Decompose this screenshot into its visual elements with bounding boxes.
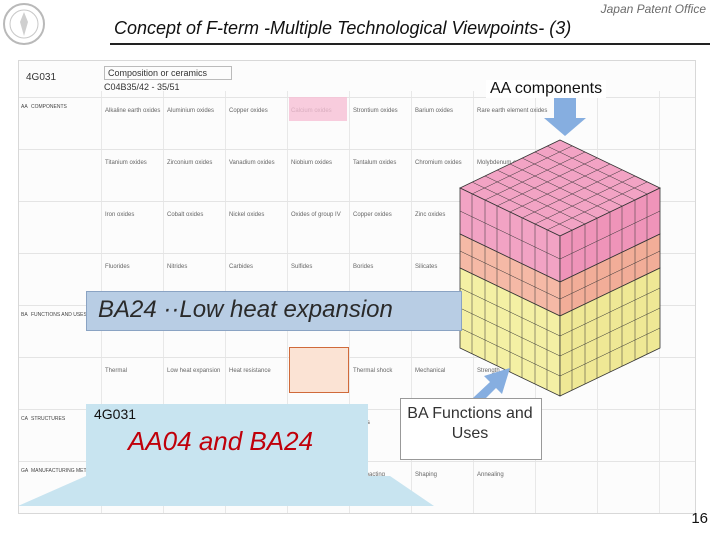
sheet-theme-code: 4G031: [26, 72, 57, 83]
aa04-ba24-label: AA04 and BA24: [128, 426, 314, 456]
sheet-cell: Copper oxides: [229, 108, 268, 114]
sheet-cell: Oxides of group IV: [291, 212, 341, 218]
sheet-cell: Zinc oxides: [415, 212, 446, 218]
sheet-cell: Strontium oxides: [353, 108, 398, 114]
sheet-row-label: FUNCTIONS AND USES: [31, 312, 87, 318]
sheet-cell: Strength: [477, 368, 500, 374]
f-term-cube-diagram: [459, 96, 661, 397]
sheet-cell: Carbides: [229, 264, 254, 270]
jpo-seal-icon: [3, 3, 45, 45]
sheet-row-code: BA: [21, 312, 28, 318]
sheet-row: Titanium oxides Zirconium oxides Vanadium …: [19, 149, 695, 202]
sheet-cell: Tantalum oxides: [353, 160, 397, 166]
sheet-cell: Sulfides: [291, 264, 313, 270]
sheet-cell: Thermal shock: [353, 368, 393, 374]
ba24-highlight-box: [86, 291, 462, 331]
sheet-cell: Mechanical: [415, 368, 446, 374]
sheet-cell: Annealing: [477, 472, 504, 478]
sheet-row-label: STRUCTURES: [31, 416, 66, 422]
ba-functions-label: BA Functions and Uses: [407, 405, 533, 442]
sheet-row-code: AA: [21, 104, 28, 110]
sheet-theme-line: C04B35/42 - 35/51: [104, 82, 180, 92]
sheet-cell: Barium oxides: [415, 108, 454, 114]
sheet-cell: Silicates: [415, 264, 438, 270]
sheet-cell: Zirconium oxides: [167, 160, 213, 166]
sheet-cell: Borides: [353, 264, 374, 270]
sheet-cell: Molybdenum oxides: [477, 160, 531, 166]
sheet-cell: Rare earth element oxides: [477, 108, 548, 114]
sheet-row-code: GA: [21, 468, 29, 474]
sheet-cell: Compacting: [353, 472, 386, 478]
sheet-cell: Shaping: [415, 472, 438, 478]
sheet-cell: Heat resistance: [229, 368, 271, 374]
bottom-theme-code: 4G031: [94, 406, 137, 422]
sheet-cell: Copper oxides: [353, 212, 392, 218]
organization-name: Japan Patent Office: [600, 2, 706, 16]
bottom-arrow-shape: [18, 476, 434, 506]
sheet-cell: Niobium oxides: [291, 160, 333, 166]
sheet-row-label: COMPONENTS: [31, 104, 67, 110]
title-divider: [110, 43, 710, 45]
sheet-cell: Fluorides: [105, 264, 130, 270]
sheet-cell: Nitrides: [167, 264, 188, 270]
aa04-highlight-cell: [289, 97, 347, 121]
sheet-cell: Aluminium oxides: [167, 108, 215, 114]
sheet-heading: Composition or ceramics: [104, 66, 232, 80]
bottom-callout: [86, 404, 368, 478]
sheet-cell: Nickel oxides: [229, 212, 265, 218]
page-number: 16: [691, 510, 708, 527]
page-title: Concept of F-term -Multiple Technologica…: [114, 18, 572, 38]
sheet-cell: Alkaline earth oxides: [105, 108, 161, 114]
sheet-cell: Titanium oxides: [105, 160, 147, 166]
ba-functions-box: [400, 398, 542, 460]
sheet-cell: Low heat expansion: [167, 368, 221, 374]
ba24-highlight-cell: [289, 347, 349, 393]
sheet-row-label: MANUFACTURING METHODS: [31, 468, 101, 474]
aa-components-label: AA components: [486, 80, 607, 98]
sheet-cell: Chromium oxides: [415, 160, 462, 166]
sheet-cell: Iron oxides: [105, 212, 135, 218]
sheet-cell: Vanadium oxides: [229, 160, 275, 166]
ba24-label: BA24 ··Low heat expansion: [98, 296, 393, 323]
sheet-cell: Thermal: [105, 368, 128, 374]
sheet-cell: Cobalt oxides: [167, 212, 204, 218]
sheet-row-code: CA: [21, 416, 28, 422]
